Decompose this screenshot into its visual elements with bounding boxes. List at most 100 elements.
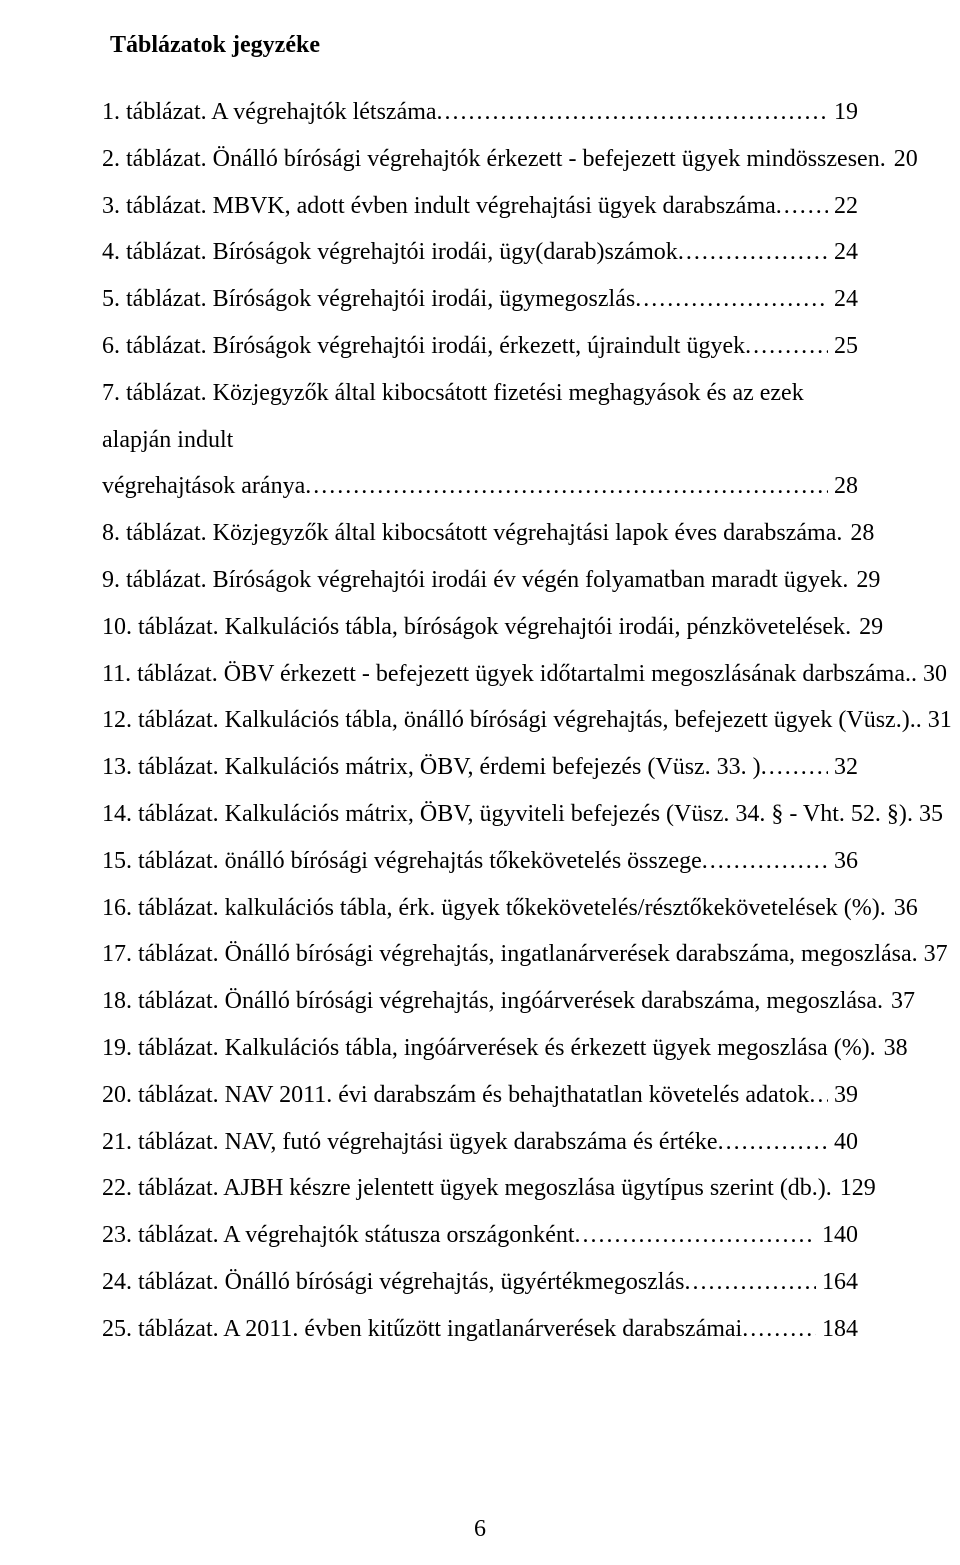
toc-entry-page: 24 (828, 229, 858, 276)
toc-entry: 19. táblázat. Kalkulációs tábla, ingóárv… (102, 1025, 858, 1072)
toc-leader-dots (718, 1119, 828, 1166)
toc-entry-page: 31 (922, 697, 952, 744)
toc-entry: 14. táblázat. Kalkulációs mátrix, ÖBV, ü… (102, 791, 858, 838)
toc-entry: 9. táblázat. Bíróságok végrehajtói irodá… (102, 557, 858, 604)
toc-leader-dots (437, 89, 828, 136)
toc-entry-page: 36 (828, 838, 858, 885)
toc-leader-dots (761, 744, 828, 791)
toc-entry-page: 25 (828, 323, 858, 370)
toc-leader-dots (305, 463, 828, 510)
toc-entry: 12. táblázat. Kalkulációs tábla, önálló … (102, 697, 858, 744)
page: Táblázatok jegyzéke 1. táblázat. A végre… (0, 0, 960, 1565)
toc-entry-page: 22 (828, 183, 858, 230)
toc-entry-text: 16. táblázat. kalkulációs tábla, érk. üg… (102, 885, 880, 932)
toc-leader-dots (809, 1072, 828, 1119)
toc-entry: 8. táblázat. Közjegyzők által kibocsátot… (102, 510, 858, 557)
toc-entry-page: 38 (878, 1025, 908, 1072)
toc-leader-dots (842, 557, 850, 604)
toc-entry: 7. táblázat. Közjegyzők által kibocsátot… (102, 370, 858, 510)
toc-entry: 11. táblázat. ÖBV érkezett - befejezett … (102, 651, 858, 698)
toc-leader-dots (678, 229, 828, 276)
toc-entry-page: 36 (888, 885, 918, 932)
toc-entry-page: 24 (828, 276, 858, 323)
toc-entry-text: 20. táblázat. NAV 2011. évi darabszám és… (102, 1072, 809, 1119)
toc-entry: 25. táblázat. A 2011. évben kitűzött ing… (102, 1306, 858, 1353)
toc-entry-text: 15. táblázat. önálló bírósági végrehajtá… (102, 838, 702, 885)
toc-entry: 2. táblázat. Önálló bírósági végrehajtók… (102, 136, 858, 183)
toc-entry: 20. táblázat. NAV 2011. évi darabszám és… (102, 1072, 858, 1119)
toc-entry-text: 4. táblázat. Bíróságok végrehajtói irodá… (102, 229, 678, 276)
toc-entry: 22. táblázat. AJBH készre jelentett ügye… (102, 1165, 858, 1212)
toc-entry-text: 25. táblázat. A 2011. évben kitűzött ing… (102, 1306, 742, 1353)
toc-entry-text: 12. táblázat. Kalkulációs tábla, önálló … (102, 697, 910, 744)
page-title: Táblázatok jegyzéke (110, 32, 858, 59)
toc-entry-page: 28 (844, 510, 874, 557)
toc-entry: 16. táblázat. kalkulációs tábla, érk. üg… (102, 885, 858, 932)
toc-entry: 13. táblázat. Kalkulációs mátrix, ÖBV, é… (102, 744, 858, 791)
toc-entry: 18. táblázat. Önálló bírósági végrehajtá… (102, 978, 858, 1025)
toc-leader-dots (702, 838, 828, 885)
toc-entry-text: 8. táblázat. Közjegyzők által kibocsátot… (102, 510, 836, 557)
toc-entry: 21. táblázat. NAV, futó végrehajtási ügy… (102, 1119, 858, 1166)
toc-entry: 3. táblázat. MBVK, adott évben indult vé… (102, 183, 858, 230)
toc-entry-continuation: végrehajtások aránya 28 (102, 463, 858, 510)
toc-entry-text: 19. táblázat. Kalkulációs tábla, ingóárv… (102, 1025, 870, 1072)
toc-entry-page: 37 (918, 931, 948, 978)
toc-entry-page: 35 (913, 791, 943, 838)
toc-leader-dots (880, 136, 888, 183)
page-number: 6 (0, 1516, 960, 1543)
toc-entry-text: 7. táblázat. Közjegyzők által kibocsátot… (102, 370, 858, 464)
toc-entry-page: 29 (853, 604, 883, 651)
toc-entry-text-2: végrehajtások aránya (102, 463, 305, 510)
toc-leader-dots (684, 1259, 816, 1306)
toc-entry-sep: .. (910, 697, 922, 744)
table-of-contents: 1. táblázat. A végrehajtók létszáma 192.… (102, 89, 858, 1353)
toc-leader-dots (880, 885, 888, 932)
toc-entry-text: 21. táblázat. NAV, futó végrehajtási ügy… (102, 1119, 718, 1166)
toc-entry-page: 29 (850, 557, 880, 604)
toc-entry-page: 28 (828, 463, 858, 510)
toc-entry: 1. táblázat. A végrehajtók létszáma 19 (102, 89, 858, 136)
toc-leader-dots (877, 978, 885, 1025)
toc-entry-page: 140 (816, 1212, 858, 1259)
toc-entry-text: 2. táblázat. Önálló bírósági végrehajtók… (102, 136, 880, 183)
toc-leader-dots (575, 1212, 816, 1259)
toc-entry: 24. táblázat. Önálló bírósági végrehajtá… (102, 1259, 858, 1306)
toc-entry-text: 23. táblázat. A végrehajtók státusza ors… (102, 1212, 575, 1259)
toc-entry-text: 10. táblázat. Kalkulációs tábla, bíróság… (102, 604, 845, 651)
toc-entry-text: 14. táblázat. Kalkulációs mátrix, ÖBV, ü… (102, 791, 907, 838)
toc-leader-dots (836, 510, 844, 557)
toc-leader-dots (635, 276, 828, 323)
toc-entry-text: 1. táblázat. A végrehajtók létszáma (102, 89, 437, 136)
toc-leader-dots (826, 1165, 834, 1212)
toc-leader-dots (742, 1306, 816, 1353)
toc-entry-sep: .. (905, 651, 917, 698)
toc-entry-text: 9. táblázat. Bíróságok végrehajtói irodá… (102, 557, 842, 604)
toc-leader-dots (776, 183, 828, 230)
toc-entry: 4. táblázat. Bíróságok végrehajtói irodá… (102, 229, 858, 276)
toc-entry-page: 39 (828, 1072, 858, 1119)
toc-entry-page: 37 (885, 978, 915, 1025)
toc-entry-text: 22. táblázat. AJBH készre jelentett ügye… (102, 1165, 826, 1212)
toc-entry-text: 18. táblázat. Önálló bírósági végrehajtá… (102, 978, 877, 1025)
toc-leader-dots (870, 1025, 878, 1072)
toc-entry: 17. táblázat. Önálló bírósági végrehajtá… (102, 931, 858, 978)
toc-entry-text: 5. táblázat. Bíróságok végrehajtói irodá… (102, 276, 635, 323)
toc-entry-page: 30 (917, 651, 947, 698)
toc-leader-dots (745, 323, 828, 370)
toc-entry-page: 129 (834, 1165, 876, 1212)
toc-entry-text: 24. táblázat. Önálló bírósági végrehajtá… (102, 1259, 684, 1306)
toc-entry-text: 6. táblázat. Bíróságok végrehajtói irodá… (102, 323, 745, 370)
toc-entry: 6. táblázat. Bíróságok végrehajtói irodá… (102, 323, 858, 370)
toc-entry-page: 19 (828, 89, 858, 136)
toc-entry: 23. táblázat. A végrehajtók státusza ors… (102, 1212, 858, 1259)
toc-entry-page: 164 (816, 1259, 858, 1306)
toc-entry-text: 3. táblázat. MBVK, adott évben indult vé… (102, 183, 776, 230)
toc-entry-page: 184 (816, 1306, 858, 1353)
toc-entry-page: 40 (828, 1119, 858, 1166)
toc-entry-text: 17. táblázat. Önálló bírósági végrehajtá… (102, 931, 912, 978)
toc-entry: 10. táblázat. Kalkulációs tábla, bíróság… (102, 604, 858, 651)
toc-leader-dots (845, 604, 853, 651)
toc-entry-page: 32 (828, 744, 858, 791)
toc-entry-text: 13. táblázat. Kalkulációs mátrix, ÖBV, é… (102, 744, 761, 791)
